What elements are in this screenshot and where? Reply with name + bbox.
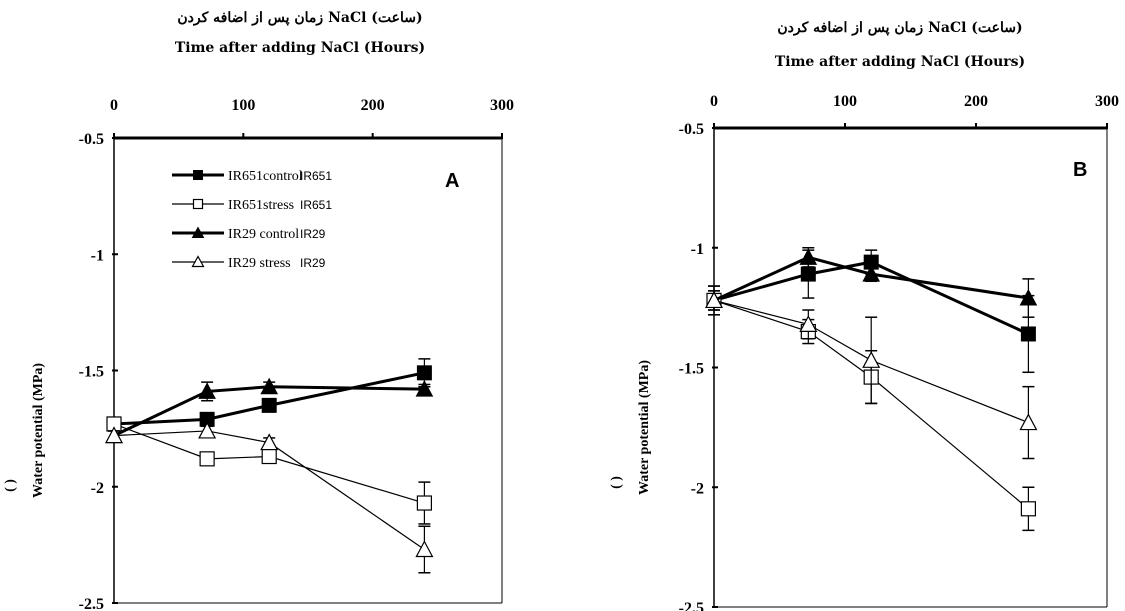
legend-label: IR29 stress	[228, 256, 291, 271]
x-tick-label: 0	[110, 97, 118, 114]
data-point-3	[799, 315, 818, 332]
data-point-2	[862, 265, 881, 282]
y-tick-label: -1	[691, 241, 704, 258]
data-point-0	[416, 365, 432, 381]
y-axis-label-paren: ( )	[3, 479, 18, 492]
data-point-2	[198, 382, 216, 399]
y-tick-label: -0.5	[79, 131, 104, 148]
data-point-3	[415, 540, 434, 558]
y-tick-label: -1	[91, 247, 104, 264]
data-point-1	[261, 448, 277, 465]
data-point-1	[416, 495, 432, 511]
y-tick-label: -2.5	[79, 596, 104, 611]
y-axis-label: Water potential (MPa)	[31, 363, 46, 498]
series-line-0	[713, 260, 1030, 336]
series-line-3	[113, 430, 425, 551]
data-point-1	[199, 451, 215, 467]
legend-marker	[191, 226, 205, 238]
chart-title: Time after adding NaCl (Hours)	[775, 54, 1025, 70]
legend-label-secondary: IR651	[300, 169, 332, 183]
y-tick-label: -1.5	[679, 361, 704, 378]
legend-marker	[193, 170, 203, 180]
data-point-3	[862, 351, 881, 368]
legend-label: IR651stress	[228, 198, 294, 213]
chart-title-persian: زمان پس از اضافه کردن NaCl (ساعت)	[177, 10, 422, 26]
data-point-3	[705, 291, 723, 309]
data-point-2	[1019, 288, 1038, 306]
data-point-2	[415, 380, 434, 397]
y-tick-label: -2.5	[679, 600, 704, 611]
data-point-2	[799, 248, 818, 265]
chart-panel-b: زمان پس از اضافه کردن NaCl (ساعت) Time af…	[609, 20, 1119, 611]
x-tick-label: 100	[231, 97, 255, 114]
series-line-1	[113, 423, 425, 504]
legend-marker	[191, 255, 205, 268]
legend-marker	[192, 198, 204, 210]
x-tick-label: 100	[833, 93, 857, 110]
data-point-3	[198, 421, 217, 439]
legend-label: IR29 control	[228, 227, 299, 242]
chart-title: Time after adding NaCl (Hours)	[175, 40, 425, 56]
data-point-1	[1020, 501, 1037, 517]
data-point-0	[800, 266, 816, 282]
chart-title-persian: زمان پس از اضافه کردن NaCl (ساعت)	[777, 20, 1022, 36]
data-point-3	[105, 426, 123, 444]
series-line-1	[713, 299, 1029, 510]
y-tick-label: -2	[691, 480, 704, 497]
legend-label: IR651control	[228, 169, 303, 184]
series-line-3	[713, 299, 1029, 424]
panel-letter: B	[1073, 159, 1087, 181]
legend-label-secondary: IR29	[300, 227, 326, 241]
y-tick-label: -0.5	[679, 121, 704, 138]
data-point-3	[1019, 413, 1038, 431]
x-tick-label: 300	[1095, 93, 1119, 110]
x-tick-label: 0	[710, 93, 718, 110]
y-axis-label-paren: ( )	[609, 476, 624, 489]
panel-letter: A	[445, 170, 459, 192]
series-line-2	[113, 385, 425, 437]
data-point-3	[260, 433, 279, 451]
x-tick-label: 200	[964, 93, 988, 110]
y-tick-label: -1.5	[79, 364, 104, 381]
legend-label-secondary: IR29	[300, 256, 326, 270]
data-point-2	[260, 377, 279, 395]
y-axis-label: Water potential (MPa)	[637, 360, 652, 495]
legend-label-secondary: IR651	[300, 198, 332, 212]
data-point-0	[261, 397, 277, 413]
chart-panel-a: زمان پس از اضافه کردن NaCl (ساعت) Time af…	[3, 10, 514, 611]
x-tick-label: 200	[361, 97, 385, 114]
data-point-0	[1020, 326, 1036, 342]
series-line-2	[713, 255, 1029, 302]
y-tick-label: -2	[91, 480, 104, 497]
x-tick-label: 300	[490, 97, 514, 114]
